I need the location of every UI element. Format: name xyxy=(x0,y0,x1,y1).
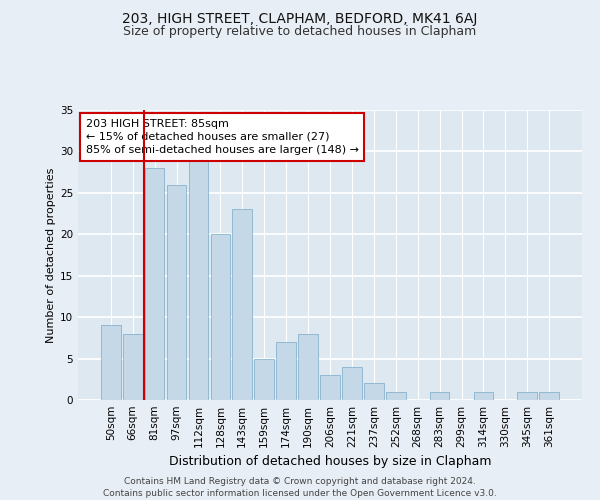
Text: 203 HIGH STREET: 85sqm
← 15% of detached houses are smaller (27)
85% of semi-det: 203 HIGH STREET: 85sqm ← 15% of detached… xyxy=(86,118,359,155)
Bar xyxy=(320,375,340,400)
Bar xyxy=(254,358,274,400)
Bar xyxy=(276,342,296,400)
Bar xyxy=(188,160,208,400)
Bar xyxy=(517,392,537,400)
Bar xyxy=(539,392,559,400)
Bar xyxy=(232,210,252,400)
Bar xyxy=(386,392,406,400)
Bar xyxy=(167,184,187,400)
X-axis label: Distribution of detached houses by size in Clapham: Distribution of detached houses by size … xyxy=(169,456,491,468)
Bar xyxy=(211,234,230,400)
Bar xyxy=(473,392,493,400)
Bar xyxy=(430,392,449,400)
Bar xyxy=(123,334,143,400)
Bar xyxy=(101,326,121,400)
Text: 203, HIGH STREET, CLAPHAM, BEDFORD, MK41 6AJ: 203, HIGH STREET, CLAPHAM, BEDFORD, MK41… xyxy=(122,12,478,26)
Text: Contains HM Land Registry data © Crown copyright and database right 2024.
Contai: Contains HM Land Registry data © Crown c… xyxy=(103,476,497,498)
Bar xyxy=(145,168,164,400)
Y-axis label: Number of detached properties: Number of detached properties xyxy=(46,168,56,342)
Bar xyxy=(298,334,318,400)
Bar xyxy=(342,367,362,400)
Bar xyxy=(364,384,384,400)
Text: Size of property relative to detached houses in Clapham: Size of property relative to detached ho… xyxy=(124,25,476,38)
